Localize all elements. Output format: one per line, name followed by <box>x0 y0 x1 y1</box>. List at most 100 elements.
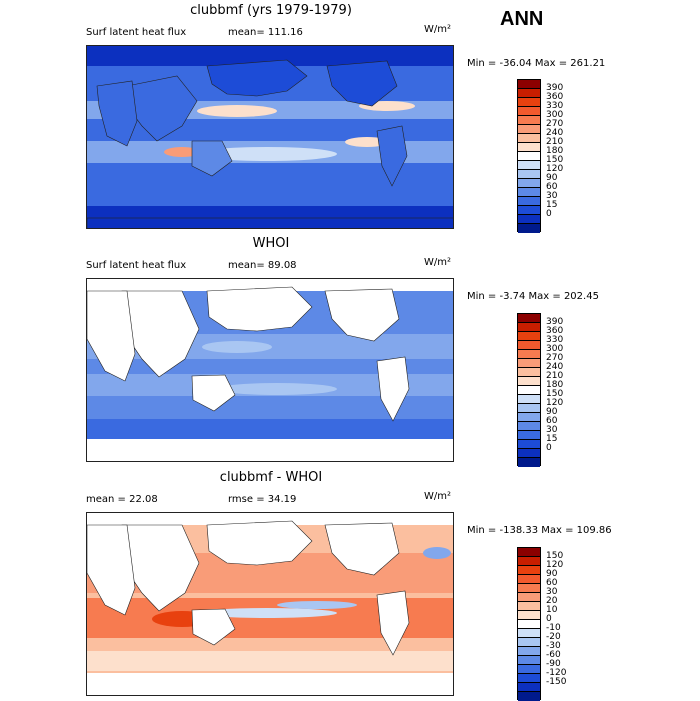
panel-rmse-label: rmse = 34.19 <box>228 494 297 505</box>
panel-variable-label: Surf latent heat flux <box>86 260 187 271</box>
colorbar <box>517 547 541 701</box>
colorbar-segment <box>518 134 540 143</box>
colorbar-tick-label: -10 <box>546 623 561 633</box>
colorbar-segment <box>518 188 540 197</box>
colorbar-segment <box>518 377 540 386</box>
colorbar-segment <box>518 440 540 449</box>
colorbar-tick-label: 240 <box>546 362 564 372</box>
colorbar-tick-label: 30 <box>546 587 558 597</box>
panel-mean-label: mean = 22.08 <box>86 494 158 505</box>
colorbar-segment <box>518 314 540 323</box>
colorbar-tick-label: 240 <box>546 128 564 138</box>
colorbar-tick-label: 90 <box>546 569 558 579</box>
colorbar-segment <box>518 215 540 224</box>
colorbar-segment <box>518 665 540 674</box>
colorbar-segment <box>518 98 540 107</box>
colorbar-tick-label: 90 <box>546 407 558 417</box>
colorbar-tick-label: 150 <box>546 551 564 561</box>
season-label: ANN <box>500 8 544 30</box>
colorbar-segment <box>518 323 540 332</box>
map-observations <box>86 278 454 462</box>
colorbar-tick-label: 0 <box>546 443 552 453</box>
colorbar-tick-label: -60 <box>546 650 561 660</box>
panel-mean-label: mean= 89.08 <box>228 260 297 271</box>
colorbar-tick-label: 150 <box>546 155 564 165</box>
colorbar-tick-label: 120 <box>546 164 564 174</box>
colorbar-segment <box>518 332 540 341</box>
colorbar-segment <box>518 422 540 431</box>
colorbar-tick-label: 90 <box>546 173 558 183</box>
colorbar-segment <box>518 692 540 701</box>
colorbar-segment <box>518 107 540 116</box>
colorbar-tick-label: 360 <box>546 92 564 102</box>
colorbar-tick-label: 10 <box>546 605 558 615</box>
colorbar-segment <box>518 197 540 206</box>
colorbar-segment <box>518 161 540 170</box>
colorbar-segment <box>518 404 540 413</box>
colorbar-tick-label: 150 <box>546 389 564 399</box>
colorbar-tick-label: 120 <box>546 560 564 570</box>
colorbar-tick-label: 180 <box>546 146 564 156</box>
panel-title: clubbmf (yrs 1979-1979) <box>190 3 352 18</box>
colorbar-tick-label: 180 <box>546 380 564 390</box>
colorbar-segment <box>518 629 540 638</box>
colorbar-tick-label: -120 <box>546 668 567 678</box>
colorbar-segment <box>518 458 540 467</box>
colorbar-segment <box>518 80 540 89</box>
colorbar-tick-label: 30 <box>546 191 558 201</box>
colorbar-tick-label: 120 <box>546 398 564 408</box>
colorbar-segment <box>518 674 540 683</box>
colorbar-segment <box>518 575 540 584</box>
colorbar-segment <box>518 647 540 656</box>
colorbar-segment <box>518 638 540 647</box>
colorbar-tick-label: -90 <box>546 659 561 669</box>
colorbar-segment <box>518 602 540 611</box>
colorbar-segment <box>518 125 540 134</box>
colorbar-segment <box>518 350 540 359</box>
colorbar-segment <box>518 341 540 350</box>
colorbar-segment <box>518 449 540 458</box>
colorbar-tick-label: -20 <box>546 632 561 642</box>
colorbar-segment <box>518 656 540 665</box>
colorbar-segment <box>518 143 540 152</box>
colorbar-tick-label: 30 <box>546 425 558 435</box>
colorbar-segment <box>518 557 540 566</box>
colorbar-tick-label: 210 <box>546 371 564 381</box>
colorbar-tick-label: 0 <box>546 209 552 219</box>
colorbar-segment <box>518 593 540 602</box>
colorbar-tick-label: 270 <box>546 119 564 129</box>
colorbar-segment <box>518 620 540 629</box>
colorbar-segment <box>518 413 540 422</box>
colorbar-segment <box>518 179 540 188</box>
colorbar-segment <box>518 431 540 440</box>
minmax-label: Min = -36.04 Max = 261.21 <box>467 58 606 69</box>
map-difference <box>86 512 454 696</box>
colorbar-segment <box>518 206 540 215</box>
panel-title: WHOI <box>252 236 290 251</box>
colorbar-tick-label: 360 <box>546 326 564 336</box>
colorbar <box>517 313 541 467</box>
colorbar-segment <box>518 224 540 233</box>
colorbar-tick-label: 270 <box>546 353 564 363</box>
colorbar-segment <box>518 116 540 125</box>
minmax-label: Min = -3.74 Max = 202.45 <box>467 291 599 302</box>
colorbar-tick-label: 15 <box>546 434 558 444</box>
colorbar-tick-label: 300 <box>546 344 564 354</box>
panel-mean-label: mean= 111.16 <box>228 27 303 38</box>
colorbar-segment <box>518 152 540 161</box>
colorbar-segment <box>518 548 540 557</box>
colorbar-tick-label: 0 <box>546 614 552 624</box>
colorbar-tick-label: 390 <box>546 317 564 327</box>
panel-title: clubbmf - WHOI <box>219 470 323 485</box>
colorbar-tick-label: 15 <box>546 200 558 210</box>
colorbar-tick-label: -30 <box>546 641 561 651</box>
map-model <box>86 45 454 229</box>
minmax-label: Min = -138.33 Max = 109.86 <box>467 525 612 536</box>
colorbar-tick-label: -150 <box>546 677 567 687</box>
panel-variable-label: Surf latent heat flux <box>86 27 187 38</box>
colorbar-tick-label: 60 <box>546 182 558 192</box>
colorbar-tick-label: 300 <box>546 110 564 120</box>
units-label: W/m² <box>424 257 452 268</box>
colorbar-segment <box>518 359 540 368</box>
colorbar <box>517 79 541 233</box>
